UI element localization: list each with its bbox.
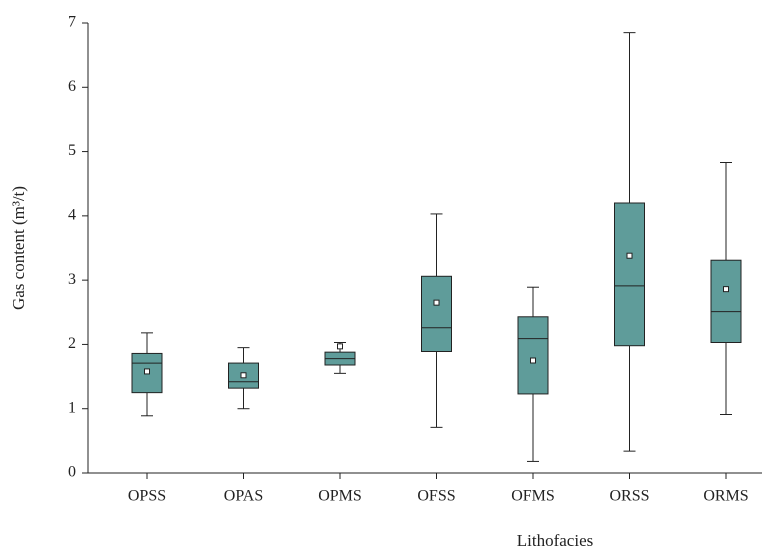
y-tick-label: 0 (68, 464, 76, 481)
x-tick-label: OFSS (417, 488, 455, 505)
x-tick-label: OFMS (511, 488, 555, 505)
y-tick-label: 2 (68, 335, 76, 352)
box (421, 275, 452, 352)
y-tick-label: 6 (68, 78, 76, 95)
box (710, 259, 742, 344)
x-tick-label: ORMS (703, 488, 748, 505)
y-tick-label: 7 (68, 14, 76, 31)
y-tick-label: 5 (68, 142, 76, 159)
mean (240, 372, 247, 379)
x-tick-label: OPAS (224, 488, 263, 505)
mean (144, 368, 150, 375)
mean (337, 343, 343, 350)
box (517, 316, 549, 395)
y-tick-label: 3 (68, 271, 76, 288)
x-tick-label: ORSS (609, 488, 649, 505)
x-axis-label: Lithofacies (517, 531, 593, 550)
y-tick-label: 1 (68, 399, 76, 416)
y-axis-label: Gas content (m³/t) (9, 186, 28, 310)
y-tick-label: 4 (68, 207, 76, 224)
mean (433, 299, 440, 306)
mean (723, 286, 729, 293)
box (614, 202, 645, 347)
mean (530, 357, 536, 364)
x-tick-label: OPSS (128, 488, 166, 505)
x-tick-label: OPMS (318, 488, 362, 505)
mean (626, 252, 633, 259)
